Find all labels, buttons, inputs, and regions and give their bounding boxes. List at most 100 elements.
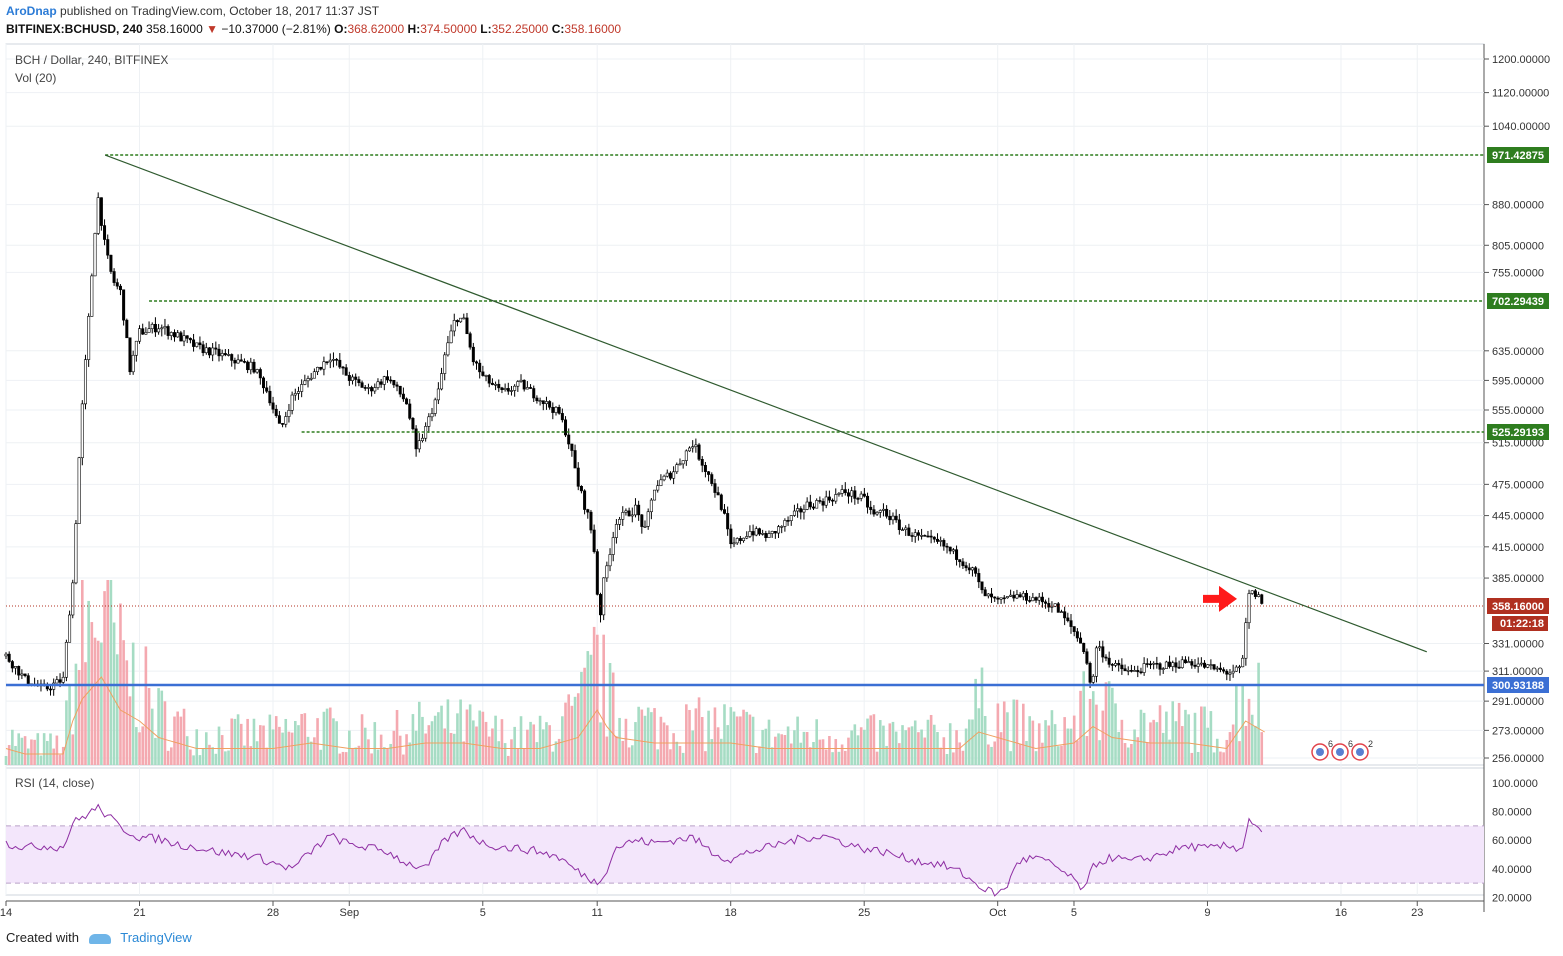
candle-body xyxy=(570,443,574,451)
candle-body xyxy=(729,528,733,545)
volume-bar xyxy=(58,754,62,765)
volume-bar xyxy=(961,750,965,765)
volume-bar xyxy=(557,738,561,765)
candle-body xyxy=(398,385,402,395)
volume-bar xyxy=(1091,691,1095,765)
volume-bar xyxy=(882,725,885,765)
candle-body xyxy=(128,337,132,373)
candle-body xyxy=(996,597,1000,600)
volume-bar xyxy=(589,654,593,765)
volume-bar xyxy=(688,709,691,765)
candle-body xyxy=(284,416,288,425)
volume-bar xyxy=(459,699,462,765)
volume-bar xyxy=(128,696,132,765)
volume-bar xyxy=(208,744,211,765)
candle-body xyxy=(579,485,583,492)
y-tick-label: 555.00000 xyxy=(1492,405,1544,417)
volume-bar xyxy=(898,743,901,765)
volume-bar xyxy=(866,718,869,765)
volume-bar xyxy=(818,739,822,765)
candle-body xyxy=(166,326,170,336)
y-tick-label: 635.00000 xyxy=(1492,346,1544,358)
volume-bar xyxy=(80,580,84,765)
volume-bar xyxy=(650,712,653,765)
chart-canvas[interactable]: 14 21 28 Sep 5 11 18 25 Oct 5 9 16 23 1200.00000 1120.… xyxy=(0,0,1563,925)
volume-bar xyxy=(729,707,733,765)
volume-bar xyxy=(872,714,876,765)
volume-bar xyxy=(227,750,230,765)
volume-bar xyxy=(726,725,729,765)
volume-bar xyxy=(52,748,55,765)
volume-bar xyxy=(878,720,882,765)
volume-bar xyxy=(414,730,418,765)
volume-bar xyxy=(154,737,157,765)
descending-trendline xyxy=(104,154,1427,653)
volume-bar xyxy=(828,736,831,765)
candle-body xyxy=(1161,668,1165,670)
volume-bar xyxy=(402,754,405,765)
volume-bar xyxy=(723,704,726,765)
candle-body xyxy=(608,554,612,567)
candle-body xyxy=(602,577,606,616)
volume-bar xyxy=(198,755,202,765)
candle-body xyxy=(808,501,812,508)
candle-body xyxy=(541,400,545,405)
x-tick-label: 14 xyxy=(0,907,12,919)
volume-bar xyxy=(96,640,100,765)
candle-body xyxy=(777,526,781,534)
candle-body xyxy=(586,509,590,513)
candle-body xyxy=(411,418,415,430)
volume-bar xyxy=(20,737,24,765)
volume-bar xyxy=(685,704,688,765)
candle-body xyxy=(122,289,126,321)
volume-bar xyxy=(93,637,97,765)
candle-body xyxy=(843,489,847,494)
candle-body xyxy=(1209,664,1213,666)
tradingview-link[interactable]: TradingView xyxy=(120,930,192,945)
volume-bar xyxy=(510,739,513,765)
candle-body xyxy=(732,542,736,545)
volume-bar xyxy=(87,600,90,765)
volume-bar xyxy=(354,747,358,765)
volume-bar xyxy=(971,719,974,765)
volume-bar xyxy=(704,751,707,765)
candle-body xyxy=(522,379,526,390)
candle-body xyxy=(678,463,682,466)
x-tick-label: 16 xyxy=(1335,907,1347,919)
volume-bar xyxy=(211,747,214,765)
candle-body xyxy=(583,490,587,510)
author-link[interactable]: AroDnap xyxy=(6,4,57,18)
candle-body xyxy=(258,369,262,379)
volume-bar xyxy=(236,714,240,765)
candle-body xyxy=(1218,667,1222,670)
volume-bar xyxy=(46,740,49,765)
candle-body xyxy=(430,413,434,418)
candle-body xyxy=(433,399,437,414)
volume-bar xyxy=(122,640,125,765)
volume-bar xyxy=(656,749,660,765)
volume-bar xyxy=(837,751,841,765)
volume-bar xyxy=(1114,703,1117,765)
candle-body xyxy=(1066,617,1070,621)
volume-bar xyxy=(103,591,106,765)
volume-bar xyxy=(516,748,520,765)
volume-bar xyxy=(433,715,437,765)
volume-bar xyxy=(545,722,548,765)
close-value: 358.16000 xyxy=(564,22,622,36)
volume-bar xyxy=(939,747,942,765)
volume-bar xyxy=(891,721,895,765)
candle-body xyxy=(1250,590,1254,594)
candle-body xyxy=(1212,664,1216,670)
candle-body xyxy=(395,384,399,387)
volume-bar xyxy=(863,729,866,765)
candle-body xyxy=(465,317,469,335)
candle-body xyxy=(656,485,660,491)
candle-body xyxy=(370,387,374,392)
volume-bar xyxy=(462,741,466,765)
candle-body xyxy=(1028,600,1032,602)
volume-bar xyxy=(405,734,408,765)
candle-body xyxy=(1260,594,1264,604)
volume-bar xyxy=(1254,725,1257,765)
volume-bar xyxy=(630,745,634,765)
volume-bar xyxy=(319,749,323,765)
